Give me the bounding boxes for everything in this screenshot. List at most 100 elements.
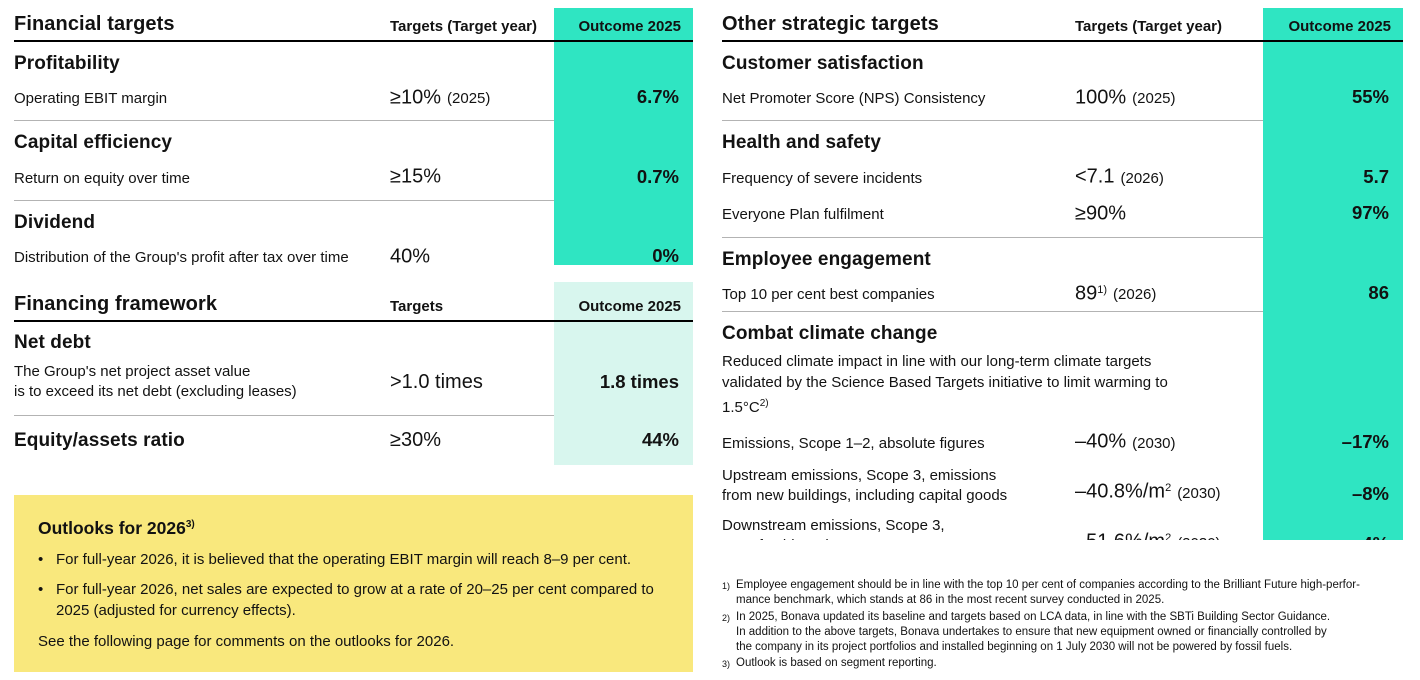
row-label: Downstream emissions, Scope 3, use of so… (722, 516, 945, 540)
row-label: Operating EBIT margin (14, 90, 168, 108)
footnote-3: 3) Outlook is based on segment reporting… (722, 656, 1417, 671)
outcome-value: 55% (1351, 86, 1389, 108)
section-heading: Combat climate change (722, 323, 938, 345)
footnotes: 1) Employee engagement should be in line… (722, 578, 1417, 672)
outlook-footer: See the following page for comments on t… (38, 632, 455, 650)
section-health-and-safety: Health and safety Frequency of severe in… (722, 121, 1403, 238)
outcome-column-highlight (554, 8, 693, 265)
outcome-value: 5.7 (1363, 165, 1389, 187)
section-equity-assets-ratio: Equity/assets ratio ≥30% 44% (14, 416, 693, 465)
row-label: Frequency of severe incidents (722, 169, 923, 187)
table-row: Downstream emissions, Scope 3, use of so… (722, 516, 1403, 540)
strategic-targets-table: Other strategic targets Targets (Target … (722, 8, 1403, 540)
outcome-value: 97% (1351, 201, 1389, 223)
outcome-value: 4% (1263, 532, 1403, 540)
row-label: Upstream emissions, Scope 3, emissions f… (722, 466, 1008, 504)
footnote-text: Employee engagement should be in line wi… (736, 579, 1360, 607)
outcome-value: –8% (1351, 482, 1389, 504)
row-label: Emissions, Scope 1–2, absolute figures (722, 434, 985, 452)
outcome-value: 6.7% (636, 86, 679, 108)
section-net-debt: Net debt The Group's net project asset v… (14, 322, 693, 416)
row-description-line: The Group's net project asset value (14, 363, 251, 380)
column-header-outcome: Outcome 2025 (578, 18, 681, 35)
footnote-1: 1) Employee engagement should be in line… (722, 578, 1417, 609)
bullet-icon: • (38, 550, 44, 568)
outcome-value: 1.8 times (599, 371, 679, 392)
table-row: Everyone Plan fulfilment ≥90% 97% (722, 198, 1403, 227)
outcome-value: 86 (1368, 282, 1389, 304)
outcome-column-highlight (554, 282, 693, 465)
bullet-icon: • (38, 580, 44, 598)
outcome-value: 44% (641, 429, 679, 450)
outcome-value: 0% (652, 244, 679, 265)
row-label: Distribution of the Group's profit after… (14, 248, 349, 265)
table-row: Return on equity over time ≥15% 0.7% (14, 161, 693, 190)
section-heading: Dividend (14, 211, 96, 233)
section-customer-satisfaction: Customer satisfaction Net Promoter Score… (722, 42, 1403, 122)
row-label: Top 10 per cent best companies (722, 286, 935, 304)
target-value: 40% (390, 244, 431, 265)
section-heading: Net debt (14, 332, 91, 353)
section-heading: Profitability (14, 53, 120, 74)
row-label: Net Promoter Score (NPS) Consistency (722, 90, 986, 108)
target-value: ≥15% (390, 165, 442, 188)
table-row: Equity/assets ratio ≥30% 44% (14, 416, 693, 465)
outcome-column-highlight (1263, 8, 1403, 540)
section-heading: Customer satisfaction (722, 53, 924, 74)
target-value: –51.6%/m2(2030) (1075, 531, 1221, 540)
footnote-ref-1: 1) (1097, 283, 1108, 296)
bullet-text: For full-year 2026, it is believed that … (56, 550, 632, 568)
description-line: 1.5°C2) (722, 398, 769, 417)
target-value: –40.8%/m2 (2030) (1075, 480, 1221, 503)
table-row: Net Promoter Score (NPS) Consistency 100… (722, 82, 1403, 111)
section-description: Reduced climate impact in line with our … (722, 351, 1403, 418)
column-header-targets: Targets (Target year) (1075, 18, 1222, 35)
target-value: <7.1 (2026) (1075, 165, 1164, 188)
table-row: Upstream emissions, Scope 3, emissions f… (722, 466, 1403, 506)
section-employee-engagement: Employee engagement Top 10 per cent best… (722, 238, 1403, 313)
financing-framework-table: Financing framework Targets Outcome 2025… (14, 282, 693, 465)
outcome-value: 0.7% (636, 165, 679, 187)
target-value: >1.0 times (390, 371, 483, 393)
table-title: Other strategic targets (722, 13, 939, 35)
table-header: Other strategic targets Targets (Target … (722, 8, 1403, 42)
row-label: Return on equity over time (14, 169, 190, 187)
outlook-box: Outlooks for 20263) • For full-year 2026… (14, 495, 693, 672)
description-line: Reduced climate impact in line with our … (722, 353, 1152, 371)
financial-targets-table: Financial targets Targets (Target year) … (14, 8, 693, 265)
column-header-outcome: Outcome 2025 (1288, 18, 1391, 35)
section-profitability: Profitability Operating EBIT margin ≥10%… (14, 42, 693, 122)
bullet-text: For full-year 2026, net sales are expect… (56, 580, 654, 619)
table-row: Operating EBIT margin ≥10% (2025) 6.7% (14, 82, 693, 111)
row-label-block: Net debt The Group's net project asset v… (14, 330, 390, 402)
section-heading: Health and safety (722, 132, 882, 154)
target-value: –40% (2030) (1075, 430, 1176, 453)
table-row: Frequency of severe incidents <7.1 (2026)… (722, 161, 1403, 190)
row-description-line: is to exceed its net debt (excluding lea… (14, 383, 297, 400)
footnote-ref-2: 2) (759, 398, 769, 410)
footnote-marker: 3) (722, 659, 731, 670)
table-row: Emissions, Scope 1–2, absolute figures –… (722, 426, 1403, 455)
table-header: Financial targets Targets (Target year) … (14, 8, 693, 42)
target-value: 100% (2025) (1075, 86, 1176, 109)
footnote-text: Outlook is based on segment reporting. (736, 657, 937, 670)
footnote-marker: 1) (722, 581, 731, 591)
outlook-bullet: • For full-year 2026, net sales are expe… (38, 579, 669, 621)
column-header-targets: Targets (390, 298, 444, 315)
table-row: Net debt The Group's net project asset v… (14, 322, 693, 416)
description-line: validated by the Science Based Targets i… (722, 374, 1168, 392)
outlook-bullet: • For full-year 2026, it is believed tha… (38, 549, 669, 570)
row-label: Everyone Plan fulfilment (722, 205, 884, 223)
section-heading: Equity/assets ratio (14, 430, 185, 451)
outcome-value: –17% (1341, 430, 1389, 452)
table-row: Top 10 per cent best companies 891) (2026… (722, 278, 1403, 307)
target-value: ≥10% (2025) (390, 86, 491, 109)
footnote-2: 2) In 2025, Bonava updated its baseline … (722, 610, 1417, 656)
table-header: Financing framework Targets Outcome 2025 (14, 282, 693, 322)
target-value: 891) (2026) (1075, 282, 1157, 305)
footnote-ref-3: 3) (185, 519, 195, 530)
footnote-marker: 2) (722, 612, 731, 623)
table-title: Financing framework (14, 293, 218, 315)
column-header-outcome: Outcome 2025 (578, 298, 681, 315)
column-header-targets: Targets (Target year) (390, 18, 537, 35)
